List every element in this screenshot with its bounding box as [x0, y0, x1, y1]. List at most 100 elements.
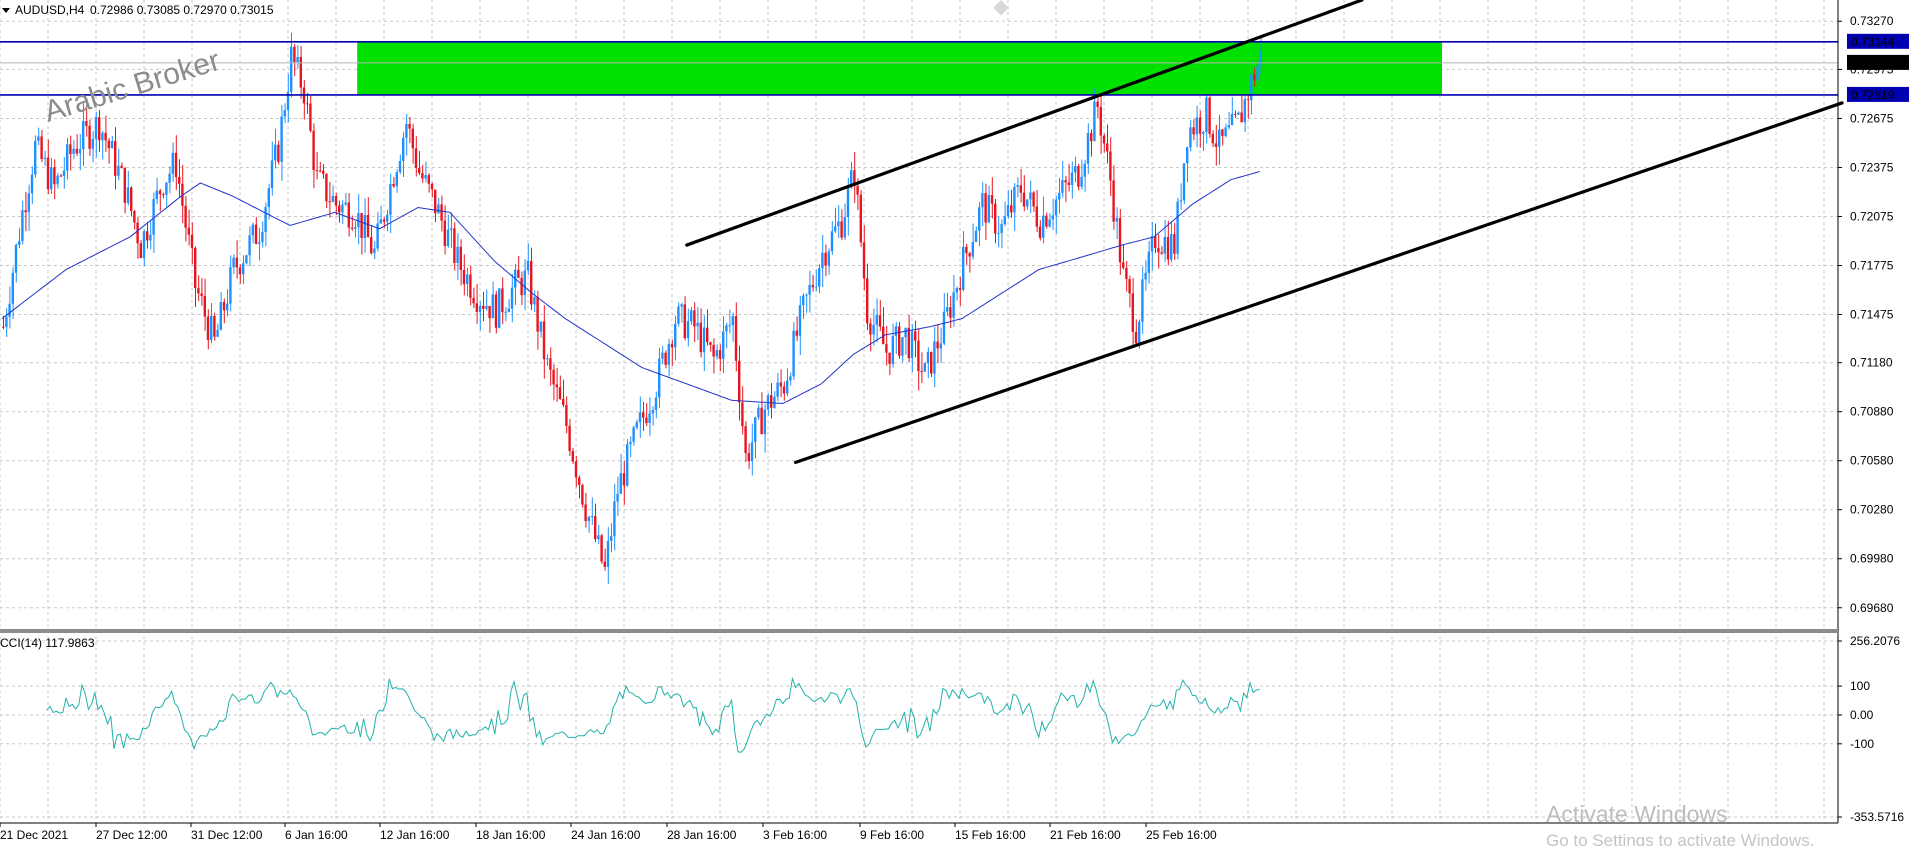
candle-body: [165, 182, 168, 195]
candle-body: [859, 194, 862, 243]
dropdown-triangle-icon[interactable]: [2, 8, 10, 13]
candle-body: [1131, 293, 1134, 332]
candle-body: [312, 130, 315, 171]
candle-body: [331, 196, 334, 202]
candle-body: [142, 231, 146, 259]
candle-body: [584, 504, 587, 522]
candle-body: [379, 219, 382, 224]
candle-body: [1013, 186, 1016, 213]
candle-body: [2, 326, 5, 328]
candle-body: [1067, 182, 1070, 185]
candle-body: [1125, 267, 1128, 280]
candle-body: [901, 337, 904, 356]
candle-body: [242, 263, 245, 275]
candle-body: [920, 371, 923, 373]
candle-body: [98, 117, 101, 141]
candle-body: [770, 395, 773, 408]
candle-body: [738, 360, 741, 403]
candle-body: [933, 341, 936, 374]
candle-body: [850, 170, 853, 188]
candle-body: [930, 351, 933, 374]
candle-body: [1250, 74, 1253, 101]
candle-body: [1253, 74, 1256, 81]
candle-body: [1218, 129, 1221, 147]
price-tick-label: 0.72375: [1850, 160, 1894, 174]
candle-body: [152, 199, 155, 235]
indicator-separator[interactable]: [0, 629, 1838, 633]
time-tick-label: 18 Jan 16:00: [476, 828, 546, 842]
candle-body: [824, 252, 827, 266]
candle-body: [1083, 163, 1086, 177]
candle-body: [994, 203, 997, 234]
candle-body: [974, 230, 978, 243]
cci-axis[interactable]: 256.2076 100 0.00 -100 -353.5716: [1838, 634, 1904, 824]
candle-body: [562, 399, 565, 405]
candle-body: [1186, 147, 1189, 164]
candle-body: [206, 316, 210, 341]
candle-body: [171, 152, 174, 174]
candle-body: [709, 342, 712, 345]
candle-body: [1051, 215, 1054, 220]
price-tags: 0.73144 0.73015 0.72819: [1847, 33, 1909, 102]
candle-body: [693, 310, 696, 327]
candle-body: [962, 246, 965, 290]
candle-body: [654, 397, 658, 410]
time-axis[interactable]: 21 Dec 2021 27 Dec 12:00 31 Dec 12:00 6 Jan…: [0, 823, 1217, 842]
candle-body: [347, 202, 350, 228]
candle-body: [894, 326, 898, 337]
candle-body: [818, 268, 821, 287]
candle-body: [248, 235, 251, 256]
candle-body: [117, 165, 120, 176]
candle-body: [398, 160, 402, 173]
candle-body: [1118, 217, 1122, 263]
candle-body: [946, 307, 949, 312]
candle-body: [1000, 224, 1003, 234]
candle-body: [450, 228, 453, 230]
candle-body: [482, 305, 485, 309]
candle-body: [94, 117, 98, 139]
price-tick-label: 0.69980: [1850, 552, 1894, 566]
candle-body: [264, 207, 267, 233]
candle-body: [5, 316, 8, 328]
candle-body: [843, 216, 846, 238]
candle-body: [226, 303, 229, 311]
candle-body: [1144, 272, 1147, 280]
supply-zone: [357, 41, 1443, 95]
candle-body: [501, 288, 504, 313]
candle-body: [318, 170, 322, 172]
time-tick-label: 12 Jan 16:00: [380, 828, 450, 842]
candle-body: [728, 325, 731, 327]
candle-body: [254, 224, 258, 244]
candle-body: [357, 213, 360, 228]
candle-body: [789, 376, 792, 381]
candle-body: [555, 384, 558, 388]
price-axis[interactable]: 0.732700.729750.726750.723750.720750.717…: [1838, 14, 1894, 615]
candle-body: [923, 363, 926, 372]
candle-body: [910, 331, 914, 359]
candle-body: [107, 140, 110, 149]
candle-body: [1246, 99, 1250, 101]
candle-body: [1224, 127, 1227, 136]
candle-body: [1006, 205, 1010, 217]
candle-body: [965, 246, 968, 254]
candle-body: [1214, 143, 1218, 147]
candle-body: [258, 242, 261, 244]
candle-body: [1227, 125, 1230, 128]
candle-body: [773, 396, 776, 408]
candle-body: [1074, 166, 1077, 173]
candle-body: [427, 175, 430, 184]
candle-body: [290, 46, 293, 92]
zone-layer: [357, 41, 1443, 95]
candle-body: [978, 207, 981, 231]
price-tick-label: 0.71180: [1850, 356, 1893, 370]
candle-body: [459, 246, 462, 270]
candle-body: [520, 277, 523, 296]
candle-body: [59, 175, 62, 177]
candle-body: [1170, 234, 1173, 260]
candle-body: [587, 516, 590, 522]
candle-body: [88, 125, 91, 149]
candle-body: [72, 148, 75, 154]
candle-body: [1061, 180, 1064, 193]
